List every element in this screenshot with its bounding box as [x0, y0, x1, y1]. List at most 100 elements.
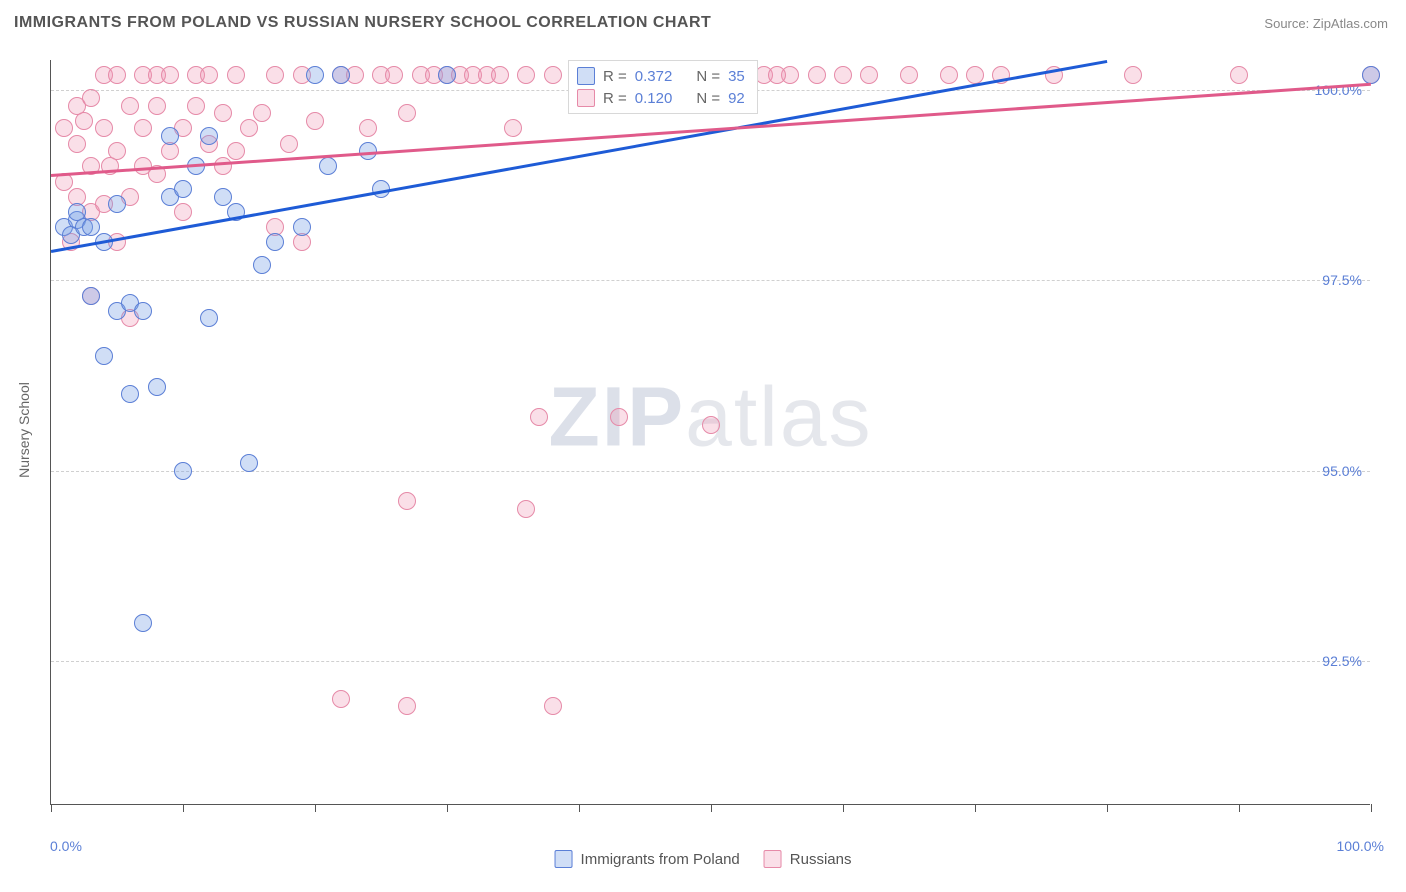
scatter-point — [214, 104, 232, 122]
scatter-point — [385, 66, 403, 84]
scatter-point — [834, 66, 852, 84]
x-axis-max-label: 100.0% — [1337, 838, 1384, 854]
scatter-point — [200, 66, 218, 84]
scatter-point — [82, 287, 100, 305]
scatter-point — [1230, 66, 1248, 84]
scatter-point — [134, 119, 152, 137]
x-axis-min-label: 0.0% — [50, 838, 82, 854]
scatter-point — [544, 697, 562, 715]
scatter-point — [82, 218, 100, 236]
scatter-point — [702, 416, 720, 434]
scatter-point — [200, 309, 218, 327]
x-tick — [711, 804, 712, 812]
scatter-point — [293, 218, 311, 236]
x-tick — [51, 804, 52, 812]
scatter-point — [174, 462, 192, 480]
scatter-point — [398, 492, 416, 510]
scatter-point — [214, 188, 232, 206]
scatter-point — [68, 135, 86, 153]
scatter-point — [161, 127, 179, 145]
scatter-point — [240, 119, 258, 137]
correlation-stats-box: R =0.372N =35R =0.120N =92 — [568, 60, 758, 114]
x-tick — [843, 804, 844, 812]
stats-row: R =0.120N =92 — [577, 87, 745, 109]
swatch-icon — [577, 67, 595, 85]
n-value: 92 — [728, 90, 745, 107]
legend-item-russians: Russians — [764, 850, 852, 868]
scatter-point — [187, 97, 205, 115]
r-label: R = — [603, 68, 627, 85]
scatter-point — [319, 157, 337, 175]
scatter-point — [174, 180, 192, 198]
scatter-point — [398, 697, 416, 715]
r-value: 0.372 — [635, 68, 673, 85]
scatter-point — [134, 302, 152, 320]
swatch-icon — [577, 89, 595, 107]
scatter-point — [438, 66, 456, 84]
x-tick — [315, 804, 316, 812]
scatter-point — [121, 97, 139, 115]
x-tick — [183, 804, 184, 812]
x-tick — [1371, 804, 1372, 812]
scatter-point — [108, 66, 126, 84]
x-tick — [447, 804, 448, 812]
swatch-icon — [555, 850, 573, 868]
scatter-point — [95, 347, 113, 365]
source-value: ZipAtlas.com — [1313, 16, 1388, 31]
scatter-point — [82, 89, 100, 107]
scatter-point — [253, 256, 271, 274]
scatter-point — [768, 66, 786, 84]
x-tick — [975, 804, 976, 812]
scatter-point — [95, 119, 113, 137]
n-label: N = — [696, 68, 720, 85]
scatter-point — [359, 119, 377, 137]
scatter-point — [1124, 66, 1142, 84]
scatter-point — [134, 614, 152, 632]
legend-item-poland: Immigrants from Poland — [555, 850, 740, 868]
source-label: Source: — [1264, 16, 1309, 31]
scatter-point — [214, 157, 232, 175]
scatter-point — [332, 690, 350, 708]
scatter-point — [332, 66, 350, 84]
scatter-point — [266, 233, 284, 251]
swatch-icon — [764, 850, 782, 868]
stats-row: R =0.372N =35 — [577, 65, 745, 87]
r-label: R = — [603, 90, 627, 107]
r-value: 0.120 — [635, 90, 673, 107]
scatter-point — [227, 66, 245, 84]
scatter-point — [530, 408, 548, 426]
scatter-point — [544, 66, 562, 84]
scatter-point — [68, 203, 86, 221]
scatter-point — [940, 66, 958, 84]
scatter-point — [517, 66, 535, 84]
scatter-point — [253, 104, 271, 122]
x-tick — [1239, 804, 1240, 812]
scatter-point — [108, 195, 126, 213]
scatter-point — [306, 112, 324, 130]
scatter-point — [860, 66, 878, 84]
chart-title: IMMIGRANTS FROM POLAND VS RUSSIAN NURSER… — [14, 14, 711, 32]
scatter-point — [240, 454, 258, 472]
scatter-point — [148, 378, 166, 396]
scatter-point — [491, 66, 509, 84]
y-tick-label: 97.5% — [1322, 272, 1362, 288]
y-tick-label: 92.5% — [1322, 653, 1362, 669]
x-tick — [1107, 804, 1108, 812]
scatter-point — [1362, 66, 1380, 84]
scatter-point — [55, 119, 73, 137]
scatter-point — [306, 66, 324, 84]
scatter-point — [610, 408, 628, 426]
legend-label: Immigrants from Poland — [581, 851, 740, 868]
y-tick-label: 95.0% — [1322, 463, 1362, 479]
scatter-point — [517, 500, 535, 518]
scatter-point — [504, 119, 522, 137]
scatter-point — [200, 127, 218, 145]
series-legend: Immigrants from Poland Russians — [555, 850, 852, 868]
scatter-point — [121, 385, 139, 403]
x-tick — [579, 804, 580, 812]
scatter-point — [266, 66, 284, 84]
scatter-point — [75, 112, 93, 130]
scatter-point — [280, 135, 298, 153]
scatter-plot-area: ZIPatlas 92.5%95.0%97.5%100.0% — [50, 60, 1370, 805]
gridline — [51, 280, 1370, 281]
